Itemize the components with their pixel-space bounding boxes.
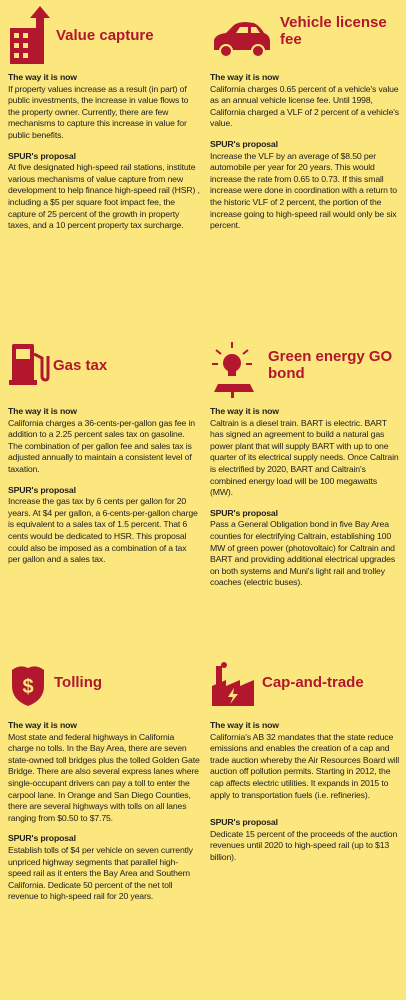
paragraph: Establish tolls of $4 per vehicle on sev…	[8, 844, 193, 902]
heading: The way it is now	[8, 72, 77, 82]
heading: The way it is now	[210, 406, 279, 416]
section-title: Tolling	[54, 674, 103, 691]
paragraph: California's AB 32 mandates that the sta…	[210, 731, 400, 800]
heading: SPUR's proposal	[8, 484, 76, 495]
section: $ Tolling The way it is now Most state a…	[8, 662, 200, 903]
paragraph: Increase the gas tax by 6 cents per gall…	[8, 496, 198, 565]
section: Cap-and-trade The way it is now Californ…	[210, 662, 402, 864]
section-title: Value capture	[56, 27, 154, 44]
section-title: Vehicle license fee	[280, 14, 387, 48]
svg-text:$: $	[22, 676, 33, 698]
paragraph: California charges 0.65 percent of a veh…	[210, 83, 399, 129]
icon	[9, 344, 50, 385]
heading: SPUR's proposal	[8, 150, 76, 161]
icon	[212, 662, 254, 706]
paragraph: At five designated high-speed rail stati…	[8, 162, 200, 231]
icon	[10, 6, 50, 64]
heading: The way it is now	[8, 406, 77, 416]
section-title: Gas tax	[53, 357, 108, 374]
heading: The way it is now	[210, 72, 279, 82]
heading: The way it is now	[8, 720, 77, 730]
section-title: Green energy GO bond	[268, 348, 393, 382]
paragraph: California charges a 36-cents-per-gallon…	[8, 417, 195, 474]
icon	[212, 342, 254, 398]
section-title: Cap-and-trade	[262, 674, 364, 691]
heading: SPUR's proposal	[210, 138, 278, 149]
paragraph: Most state and federal highways in Calif…	[8, 731, 200, 823]
paragraph: Increase the VLF by an average of $8.50 …	[210, 150, 397, 231]
paragraph: Dedicate 15 percent of the proceeds of t…	[210, 828, 398, 862]
section: Green energy GO bond The way it is now C…	[210, 340, 402, 589]
heading: The way it is now	[210, 720, 279, 730]
section: Value capture The way it is now If prope…	[8, 6, 200, 232]
heading: SPUR's proposal	[8, 833, 76, 844]
icon	[214, 22, 270, 58]
paragraph: Caltrain is a diesel train. BART is elec…	[210, 417, 399, 498]
heading: SPUR's proposal	[210, 817, 278, 828]
section: Gas tax The way it is now California cha…	[8, 340, 200, 566]
heading: SPUR's proposal	[210, 507, 278, 518]
paragraph: Pass a General Obligation bond in five B…	[210, 519, 396, 588]
paragraph: If property values increase as a result …	[8, 83, 189, 140]
section: Vehicle license fee The way it is now Ca…	[210, 6, 402, 232]
icon: $	[12, 666, 44, 706]
